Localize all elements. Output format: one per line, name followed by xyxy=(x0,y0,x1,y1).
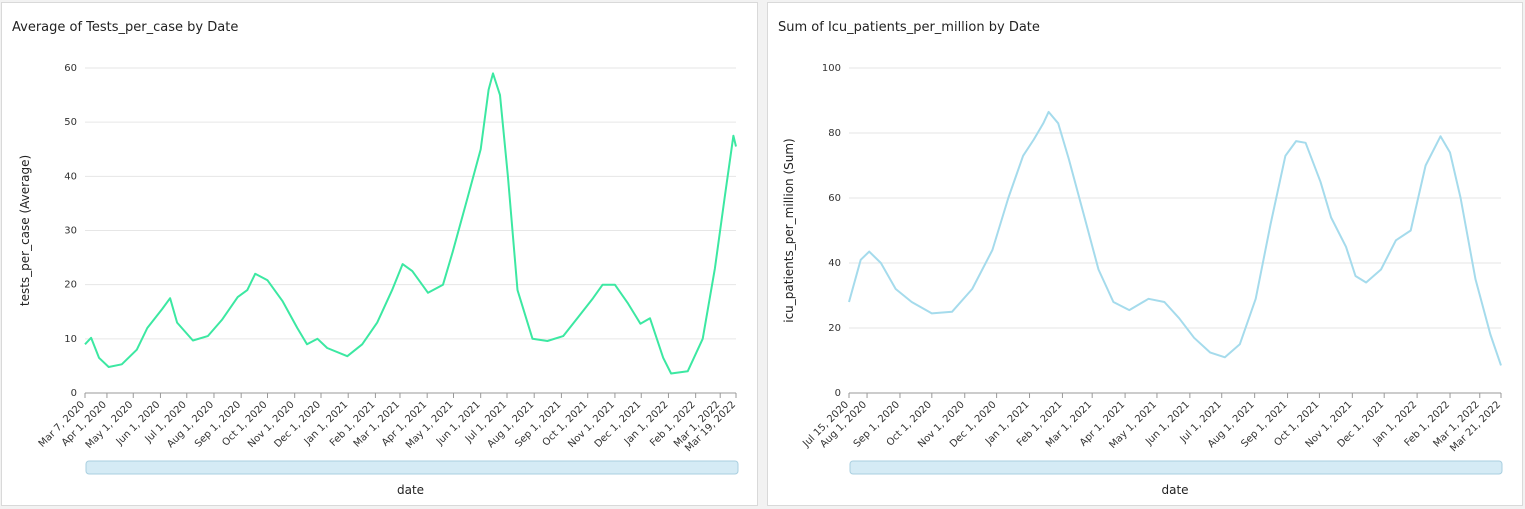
scroll-bar[interactable] xyxy=(849,460,1503,475)
y-tick-label: 40 xyxy=(828,258,841,269)
line xyxy=(848,110,1502,366)
y-tick-label: 60 xyxy=(64,63,77,74)
x-axis-label: date xyxy=(397,483,424,497)
y-tick-label: 60 xyxy=(828,193,841,204)
chart: Average of Tests_per_case by Date tests_p… xyxy=(12,20,739,497)
y-axis-label: icu_patients_per_million (Sum) xyxy=(782,138,796,323)
y-tick-label: 20 xyxy=(828,323,841,334)
panel: Average of Tests_per_case by Date tests_p… xyxy=(1,2,758,506)
scroll-bar[interactable] xyxy=(85,460,739,475)
y-tick-label: 50 xyxy=(64,117,77,128)
y-axis-label: tests_per_case (Average) xyxy=(18,155,32,306)
y-tick-label: 20 xyxy=(64,280,77,291)
chart-title: Average of Tests_per_case by Date xyxy=(12,20,238,35)
y-tick-label: 100 xyxy=(822,63,841,74)
y-tick-label: 30 xyxy=(64,226,77,237)
x-tick-label: Dec 1, 2020 xyxy=(272,399,323,450)
y-tick-label: 10 xyxy=(64,334,77,345)
chart-title: Sum of Icu_patients_per_million by Date xyxy=(778,20,1040,35)
y-tick-label: 0 xyxy=(71,388,77,399)
chart: Sum of Icu_patients_per_million by Date i… xyxy=(778,20,1503,497)
x-axis-label: date xyxy=(1161,483,1188,497)
line xyxy=(84,72,737,375)
y-tick-label: 0 xyxy=(835,388,841,399)
y-tick-label: 40 xyxy=(64,171,77,182)
y-tick-label: 80 xyxy=(828,128,841,139)
x-tick-label: Dec 1, 2021 xyxy=(593,399,644,450)
panel: Sum of Icu_patients_per_million by Date i… xyxy=(767,2,1523,506)
